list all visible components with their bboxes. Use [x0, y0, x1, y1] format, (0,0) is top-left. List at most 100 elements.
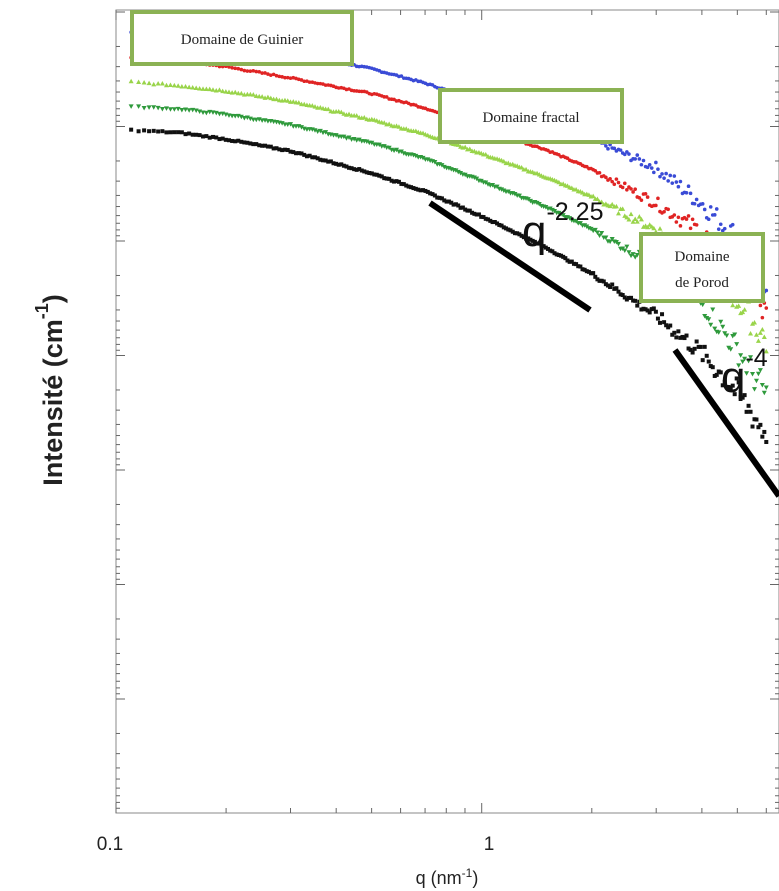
data-point — [678, 335, 683, 340]
data-point — [712, 326, 718, 332]
data-point — [686, 184, 691, 189]
data-point — [664, 171, 668, 176]
data-point — [136, 129, 141, 134]
data-point — [367, 170, 372, 175]
data-point — [389, 178, 394, 183]
data-point — [241, 115, 247, 121]
data-point — [612, 146, 617, 151]
data-point — [294, 151, 299, 156]
data-point — [643, 307, 648, 312]
data-point — [714, 372, 719, 377]
data-point — [386, 121, 392, 127]
data-point — [374, 172, 379, 177]
data-point — [309, 103, 315, 108]
data-point — [394, 179, 399, 184]
data-point — [302, 152, 307, 157]
data-point — [220, 88, 226, 94]
data-point — [315, 81, 320, 86]
data-point — [455, 142, 461, 147]
x-axis-title: q (nm-1) — [416, 866, 479, 888]
annotation-fractal-text: Domaine fractal — [482, 110, 579, 126]
data-point — [352, 89, 356, 93]
data-point — [637, 195, 642, 200]
data-point — [762, 429, 767, 434]
data-point — [757, 330, 763, 335]
data-point — [406, 184, 411, 189]
data-point — [313, 155, 318, 160]
data-point — [242, 140, 247, 145]
data-point — [387, 176, 392, 181]
data-point — [706, 359, 711, 364]
data-point — [751, 320, 757, 325]
data-point — [714, 207, 719, 211]
data-point — [633, 187, 637, 191]
data-point — [630, 252, 636, 257]
data-point — [686, 214, 691, 218]
data-point — [214, 135, 219, 140]
data-point — [567, 259, 572, 264]
data-point — [760, 434, 765, 439]
data-point — [561, 254, 566, 259]
data-point — [658, 174, 662, 179]
data-point — [612, 286, 617, 291]
data-point — [175, 106, 181, 112]
data-point — [232, 114, 238, 119]
data-point — [271, 146, 276, 151]
data-point — [668, 173, 673, 178]
data-point — [614, 177, 619, 181]
data-point — [369, 171, 374, 176]
data-point — [532, 239, 537, 244]
data-point — [613, 203, 619, 209]
data-point — [556, 179, 562, 185]
data-point — [657, 226, 663, 231]
slope-label-porod-base: q — [721, 353, 745, 402]
data-point — [260, 71, 264, 75]
data-point — [296, 100, 302, 105]
data-point — [230, 65, 234, 70]
data-point — [593, 274, 598, 279]
data-point — [280, 75, 284, 79]
slope-label-fractal-base: q — [522, 207, 546, 256]
data-point — [629, 295, 634, 300]
data-point — [548, 248, 553, 253]
data-point — [476, 212, 481, 217]
data-point — [312, 128, 318, 133]
data-point — [633, 298, 638, 303]
data-point — [396, 179, 401, 184]
data-point — [163, 82, 169, 88]
data-point — [416, 187, 421, 192]
data-point — [248, 141, 253, 146]
data-point — [460, 205, 465, 210]
data-point — [333, 133, 339, 138]
data-point — [710, 365, 715, 370]
data-point — [129, 127, 134, 132]
data-point — [497, 222, 502, 227]
data-point — [285, 148, 290, 153]
data-point — [186, 84, 192, 90]
data-point — [483, 216, 488, 221]
data-point — [556, 253, 561, 258]
data-point — [694, 197, 699, 202]
data-point — [631, 190, 635, 194]
data-point — [686, 346, 691, 351]
data-point — [488, 218, 493, 223]
data-point — [386, 145, 392, 151]
data-point — [418, 188, 423, 193]
data-point — [432, 159, 438, 165]
data-point — [716, 330, 722, 335]
data-point — [666, 179, 670, 183]
data-point — [404, 183, 409, 188]
data-point — [635, 153, 640, 157]
data-point — [578, 264, 583, 269]
data-point — [595, 277, 600, 282]
data-point — [190, 132, 195, 137]
data-point — [645, 308, 650, 313]
data-point — [670, 332, 675, 337]
data-point — [167, 107, 173, 112]
data-point — [688, 226, 693, 231]
slope-label-fractal-exp: -2.25 — [546, 198, 603, 226]
data-point — [616, 289, 621, 294]
data-point — [591, 271, 596, 276]
data-point — [251, 142, 256, 147]
data-point — [346, 135, 352, 140]
